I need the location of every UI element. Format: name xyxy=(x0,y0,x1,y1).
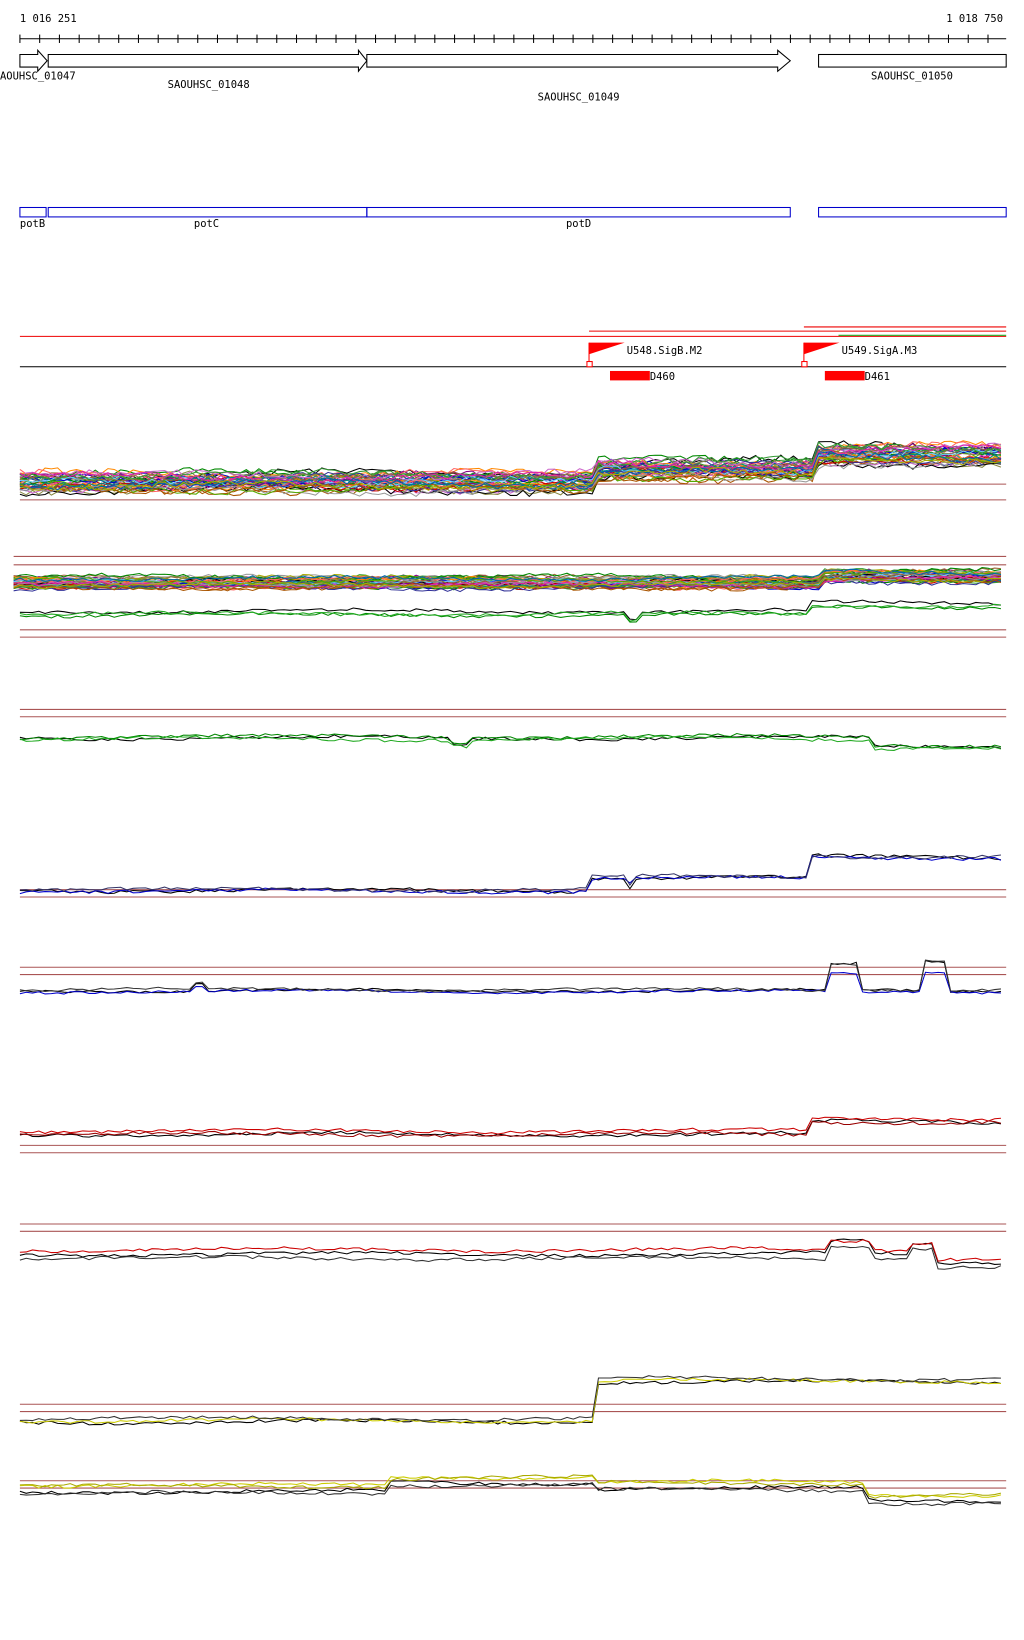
profile-line xyxy=(19,959,1001,993)
ruler-ticks xyxy=(19,34,989,43)
profile-line xyxy=(19,971,1001,995)
operon-label: potB xyxy=(20,218,45,230)
expression-tracks xyxy=(13,440,1007,1507)
profile-line xyxy=(19,604,1002,623)
profile-line xyxy=(13,579,1001,593)
profile-line xyxy=(19,1118,1002,1138)
operons xyxy=(19,206,1007,218)
transcripts xyxy=(19,326,1007,381)
gene-label: SAOUHSC_01049 xyxy=(538,91,620,103)
profile-line xyxy=(19,1474,1002,1499)
promoter-label: U548.SigB.M2 xyxy=(627,345,703,357)
profile-line xyxy=(19,456,1002,493)
gene-arrow xyxy=(47,48,368,73)
profile-line xyxy=(19,854,1002,893)
profile-line xyxy=(19,1120,1002,1138)
profile-line xyxy=(13,570,1002,585)
profile-line xyxy=(19,1239,1001,1262)
profile-line xyxy=(19,603,1001,622)
gene-box xyxy=(818,53,1007,68)
gene-arrow xyxy=(19,48,48,73)
segment-label: D461 xyxy=(865,371,890,383)
operon-box xyxy=(366,206,791,218)
profile-line xyxy=(19,1375,1001,1422)
ruler-start: 1 016 251 xyxy=(20,13,77,25)
promoter-box xyxy=(586,361,593,368)
profile-line xyxy=(19,441,1002,481)
profile-line xyxy=(19,599,1001,621)
profile-line xyxy=(13,575,1002,590)
profile-line xyxy=(19,1245,1002,1270)
profile-line xyxy=(13,576,1001,590)
profile-line xyxy=(13,568,1002,583)
profile-line xyxy=(19,1116,1001,1135)
profile-line xyxy=(19,1481,1001,1507)
genes xyxy=(19,48,1007,73)
profile-line xyxy=(19,1378,1002,1426)
segment xyxy=(824,370,865,381)
operon-box xyxy=(818,206,1007,218)
profile-line xyxy=(19,959,1002,994)
promoter-flag xyxy=(803,342,840,355)
profile-line xyxy=(19,732,1002,749)
gene-arrow xyxy=(366,49,792,73)
profile-line xyxy=(19,454,1002,495)
profile-line xyxy=(19,735,1002,751)
gene-label: SAOUHSC_01050 xyxy=(871,70,953,82)
operon-box xyxy=(19,206,47,218)
promoter-flag xyxy=(589,342,625,355)
promoter-label: U549.SigA.M3 xyxy=(842,345,918,357)
profile-line xyxy=(19,1377,1001,1424)
profile-line xyxy=(19,459,1001,495)
profile-line xyxy=(19,1238,1001,1265)
ruler-end: 1 018 750 xyxy=(946,13,1003,25)
operon-label: potC xyxy=(194,218,219,230)
segment xyxy=(609,370,650,381)
operon-label: potD xyxy=(566,218,591,230)
gene-label: SAOUHSC_01048 xyxy=(168,79,250,91)
promoter-box xyxy=(801,361,808,368)
profile-line xyxy=(19,459,1002,498)
gene-label: AOUHSC_01047 xyxy=(0,70,76,82)
operon-box xyxy=(47,206,368,218)
segment-label: D460 xyxy=(650,371,675,383)
profile-line xyxy=(19,458,1001,498)
